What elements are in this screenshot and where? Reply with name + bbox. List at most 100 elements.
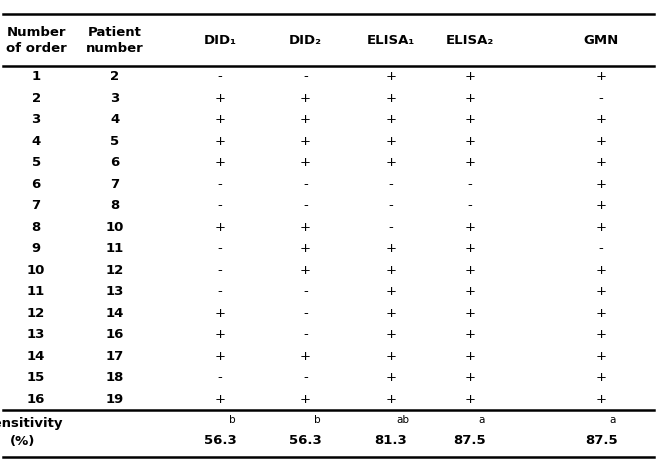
Text: 4: 4 bbox=[32, 135, 41, 147]
Text: 7: 7 bbox=[32, 199, 41, 212]
Text: b: b bbox=[229, 415, 235, 425]
Text: 87.5: 87.5 bbox=[585, 434, 618, 447]
Text: -: - bbox=[217, 242, 223, 255]
Text: +: + bbox=[300, 135, 311, 147]
Text: +: + bbox=[464, 156, 475, 169]
Text: -: - bbox=[303, 307, 308, 319]
Text: +: + bbox=[300, 156, 311, 169]
Text: +: + bbox=[215, 349, 225, 363]
Text: +: + bbox=[300, 92, 311, 105]
Text: +: + bbox=[300, 349, 311, 363]
Text: -: - bbox=[303, 371, 308, 384]
Text: -: - bbox=[467, 178, 472, 191]
Text: -: - bbox=[303, 285, 308, 298]
Text: 6: 6 bbox=[32, 178, 41, 191]
Text: +: + bbox=[300, 242, 311, 255]
Text: +: + bbox=[464, 392, 475, 406]
Text: +: + bbox=[464, 92, 475, 105]
Text: +: + bbox=[464, 349, 475, 363]
Text: +: + bbox=[464, 285, 475, 298]
Text: -: - bbox=[217, 199, 223, 212]
Text: 2: 2 bbox=[110, 70, 120, 83]
Text: +: + bbox=[215, 328, 225, 341]
Text: +: + bbox=[596, 371, 606, 384]
Text: +: + bbox=[386, 242, 396, 255]
Text: 11: 11 bbox=[27, 285, 45, 298]
Text: +: + bbox=[596, 307, 606, 319]
Text: 9: 9 bbox=[32, 242, 41, 255]
Text: +: + bbox=[386, 349, 396, 363]
Text: +: + bbox=[464, 135, 475, 147]
Text: -: - bbox=[217, 285, 223, 298]
Text: -: - bbox=[303, 328, 308, 341]
Text: +: + bbox=[464, 220, 475, 234]
Text: +: + bbox=[464, 307, 475, 319]
Text: (%): (%) bbox=[11, 435, 35, 448]
Text: 81.3: 81.3 bbox=[374, 434, 407, 447]
Text: -: - bbox=[599, 92, 604, 105]
Text: +: + bbox=[464, 264, 475, 276]
Text: a: a bbox=[610, 415, 616, 425]
Text: +: + bbox=[386, 135, 396, 147]
Text: +: + bbox=[300, 264, 311, 276]
Text: +: + bbox=[596, 156, 606, 169]
Text: +: + bbox=[596, 264, 606, 276]
Text: 7: 7 bbox=[110, 178, 120, 191]
Text: +: + bbox=[386, 392, 396, 406]
Text: ELISA₁: ELISA₁ bbox=[367, 33, 415, 47]
Text: ab: ab bbox=[396, 415, 409, 425]
Text: +: + bbox=[464, 242, 475, 255]
Text: +: + bbox=[596, 328, 606, 341]
Text: +: + bbox=[386, 307, 396, 319]
Text: 1: 1 bbox=[32, 70, 41, 83]
Text: 2: 2 bbox=[32, 92, 41, 105]
Text: +: + bbox=[596, 199, 606, 212]
Text: 3: 3 bbox=[110, 92, 120, 105]
Text: 56.3: 56.3 bbox=[289, 434, 322, 447]
Text: 56.3: 56.3 bbox=[204, 434, 237, 447]
Text: +: + bbox=[464, 328, 475, 341]
Text: +: + bbox=[215, 220, 225, 234]
Text: -: - bbox=[217, 178, 223, 191]
Text: -: - bbox=[217, 70, 223, 83]
Text: +: + bbox=[215, 156, 225, 169]
Text: 87.5: 87.5 bbox=[453, 434, 486, 447]
Text: +: + bbox=[386, 92, 396, 105]
Text: -: - bbox=[467, 199, 472, 212]
Text: -: - bbox=[388, 178, 394, 191]
Text: +: + bbox=[300, 220, 311, 234]
Text: 15: 15 bbox=[27, 371, 45, 384]
Text: DID₁: DID₁ bbox=[204, 33, 237, 47]
Text: 19: 19 bbox=[106, 392, 124, 406]
Text: 5: 5 bbox=[32, 156, 41, 169]
Text: +: + bbox=[215, 92, 225, 105]
Text: Patient
number: Patient number bbox=[86, 25, 144, 55]
Text: 13: 13 bbox=[106, 285, 124, 298]
Text: +: + bbox=[596, 285, 606, 298]
Text: +: + bbox=[215, 135, 225, 147]
Text: -: - bbox=[599, 242, 604, 255]
Text: 14: 14 bbox=[27, 349, 45, 363]
Text: -: - bbox=[217, 264, 223, 276]
Text: +: + bbox=[464, 70, 475, 83]
Text: +: + bbox=[596, 349, 606, 363]
Text: +: + bbox=[464, 371, 475, 384]
Text: 12: 12 bbox=[106, 264, 124, 276]
Text: Sensitivity: Sensitivity bbox=[0, 417, 63, 430]
Text: +: + bbox=[596, 113, 606, 126]
Text: -: - bbox=[388, 199, 394, 212]
Text: -: - bbox=[388, 220, 394, 234]
Text: 12: 12 bbox=[27, 307, 45, 319]
Text: +: + bbox=[215, 307, 225, 319]
Text: DID₂: DID₂ bbox=[289, 33, 322, 47]
Text: 13: 13 bbox=[27, 328, 45, 341]
Text: GMN: GMN bbox=[583, 33, 619, 47]
Text: 6: 6 bbox=[110, 156, 120, 169]
Text: +: + bbox=[386, 328, 396, 341]
Text: +: + bbox=[596, 178, 606, 191]
Text: +: + bbox=[596, 70, 606, 83]
Text: +: + bbox=[386, 285, 396, 298]
Text: ELISA₂: ELISA₂ bbox=[445, 33, 494, 47]
Text: 3: 3 bbox=[32, 113, 41, 126]
Text: 10: 10 bbox=[106, 220, 124, 234]
